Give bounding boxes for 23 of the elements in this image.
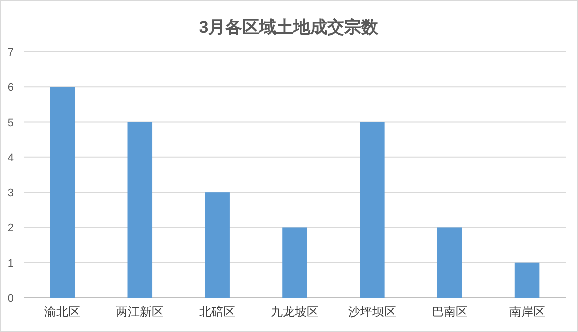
bar (128, 122, 153, 298)
y-tick-label: 2 (8, 222, 14, 235)
x-tick-label: 沙坪坝区 (348, 305, 396, 319)
bar (437, 228, 462, 298)
x-tick-label: 巴南区 (432, 305, 468, 319)
y-tick-label: 7 (8, 47, 14, 59)
x-tick-label: 南岸区 (509, 305, 546, 319)
y-tick-label: 0 (8, 293, 14, 305)
bar (360, 122, 385, 298)
x-tick-label: 九龙坡区 (271, 305, 319, 319)
x-tick-label: 两江新区 (116, 305, 164, 319)
y-tick-label: 5 (8, 117, 14, 130)
y-tick-label: 6 (8, 82, 14, 94)
y-tick-label: 3 (8, 188, 14, 200)
x-tick-label: 渝北区 (44, 305, 81, 319)
bar (282, 228, 308, 298)
chart-title: 3月各区域土地成交宗数 (199, 18, 380, 37)
bar (514, 262, 540, 298)
y-tick-label: 4 (8, 152, 14, 164)
bar (50, 87, 76, 298)
x-tick-label: 北碚区 (200, 305, 236, 319)
bar (205, 192, 230, 298)
y-tick-label: 1 (8, 258, 14, 270)
